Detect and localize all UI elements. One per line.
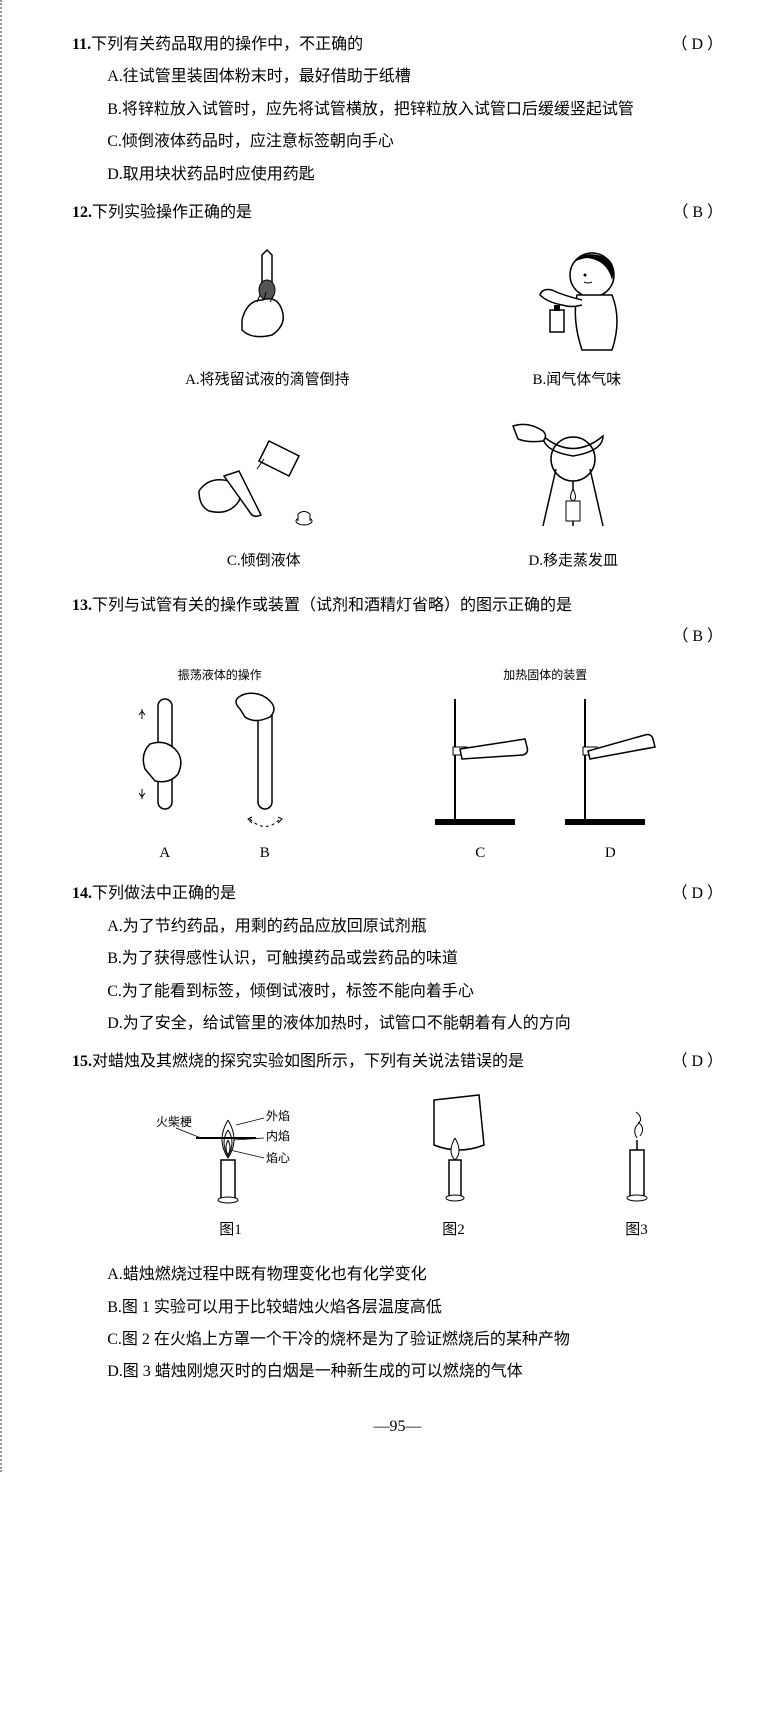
q13-fig-b: B <box>220 689 310 868</box>
q12-number: 12. <box>72 198 92 228</box>
q13-group-ab: 振荡液体的操作 A <box>130 664 310 867</box>
q12-fig-row-2: C.倾倒液体 D.移走蒸发皿 <box>72 411 723 576</box>
q12-fig-a: A.将残留试液的滴管倒持 <box>185 240 350 395</box>
q13-stem-row: 13. 下列与试管有关的操作或装置（试剂和酒精灯省略）的图示正确的是 <box>72 591 723 621</box>
q15-fig-2-svg <box>409 1090 499 1210</box>
q11-options: A.往试管里装固体粉末时，最好借助于纸槽 B.将锌粒放入试管时，应先将试管横放，… <box>72 62 723 190</box>
q12-fig-b-label: B.闻气体气味 <box>512 366 642 395</box>
q12-fig-b: B.闻气体气味 <box>512 240 642 395</box>
q15-answer: （ D ） <box>671 1047 723 1077</box>
q14-option-a: A.为了节约药品，用剩的药品应放回原试剂瓶 <box>107 912 723 942</box>
q13-fig-row: 振荡液体的操作 A <box>72 664 723 867</box>
q11-option-c: C.倾倒液体药品时，应注意标签朝向手心 <box>107 127 723 157</box>
q12-stem-text: 下列实验操作正确的是 <box>92 198 662 228</box>
q12-fig-c-svg <box>189 421 339 541</box>
q12-fig-d-svg <box>508 411 638 541</box>
q13-number: 13. <box>72 591 92 621</box>
q15-fig-2: 图2 <box>409 1090 499 1245</box>
q13-fig-c-label: C <box>425 839 535 868</box>
q13-label-ab: 振荡液体的操作 <box>130 664 310 687</box>
question-15: 15. 对蜡烛及其燃烧的探究实验如图所示，下列有关说法错误的是 （ D ） <box>72 1047 723 1387</box>
q11-option-b: B.将锌粒放入试管时，应先将试管横放，把锌粒放入试管口后缓缓竖起试管 <box>107 95 723 125</box>
q13-answer: （ B ） <box>672 622 723 652</box>
q12-fig-d-label: D.移走蒸发皿 <box>508 547 638 576</box>
q15-ann-match: 火柴梗 <box>156 1114 192 1129</box>
q15-fig-1-label: 图1 <box>156 1216 306 1245</box>
q15-option-b: B.图 1 实验可以用于比较蜡烛火焰各层温度高低 <box>107 1293 723 1323</box>
q12-fig-d: D.移走蒸发皿 <box>508 411 638 576</box>
q11-option-d: D.取用块状药品时应使用药匙 <box>107 160 723 190</box>
q15-options: A.蜡烛燃烧过程中既有物理变化也有化学变化 B.图 1 实验可以用于比较蜡烛火焰… <box>72 1260 723 1388</box>
q13-fig-a: A <box>130 689 200 868</box>
q12-fig-a-svg <box>185 240 350 360</box>
q15-fig-3-svg <box>602 1090 672 1210</box>
q13-stem-text: 下列与试管有关的操作或装置（试剂和酒精灯省略）的图示正确的是 <box>92 591 723 621</box>
question-13: 13. 下列与试管有关的操作或装置（试剂和酒精灯省略）的图示正确的是 （ B ）… <box>72 591 723 867</box>
q15-number: 15. <box>72 1047 92 1077</box>
q13-fig-a-label: A <box>130 839 200 868</box>
q15-fig-3: 图3 <box>602 1090 672 1245</box>
q14-number: 14. <box>72 879 92 909</box>
page-number: —95— <box>72 1412 723 1442</box>
q13-answer-row: （ B ） <box>72 622 723 652</box>
q11-stem-row: 11. 下列有关药品取用的操作中，不正确的 （ D ） <box>72 30 723 60</box>
q11-number: 11. <box>72 30 91 60</box>
q15-stem-text: 对蜡烛及其燃烧的探究实验如图所示，下列有关说法错误的是 <box>92 1047 661 1077</box>
q12-answer: （ B ） <box>672 198 723 228</box>
q15-fig-1: 火柴梗 外焰 内焰 焰心 图1 <box>156 1090 306 1245</box>
q15-ann-inner: 内焰 <box>266 1128 290 1143</box>
q15-ann-outer: 外焰 <box>266 1108 290 1123</box>
q15-ann-core: 焰心 <box>266 1150 290 1165</box>
q13-fig-d: D <box>555 689 665 868</box>
q12-fig-row-1: A.将残留试液的滴管倒持 B.闻气体气味 <box>72 240 723 395</box>
q13-fig-d-label: D <box>555 839 665 868</box>
q14-option-b: B.为了获得感性认识，可触摸药品或尝药品的味道 <box>107 944 723 974</box>
q14-option-c: C.为了能看到标签，倾倒试液时，标签不能向着手心 <box>107 977 723 1007</box>
q12-fig-b-svg <box>512 240 642 360</box>
q12-fig-c-label: C.倾倒液体 <box>189 547 339 576</box>
q11-answer: （ D ） <box>671 30 723 60</box>
q13-group-cd: 加热固体的装置 C <box>425 664 665 867</box>
q11-option-a: A.往试管里装固体粉末时，最好借助于纸槽 <box>107 62 723 92</box>
q15-option-c: C.图 2 在火焰上方罩一个干冷的烧杯是为了验证燃烧后的某种产物 <box>107 1325 723 1355</box>
q15-fig-row: 火柴梗 外焰 内焰 焰心 图1 <box>72 1090 723 1245</box>
q14-stem-text: 下列做法中正确的是 <box>92 879 661 909</box>
q13-label-cd: 加热固体的装置 <box>425 664 665 687</box>
q15-fig-2-label: 图2 <box>409 1216 499 1245</box>
question-14: 14. 下列做法中正确的是 （ D ） A.为了节约药品，用剩的药品应放回原试剂… <box>72 879 723 1039</box>
q15-fig-3-label: 图3 <box>602 1216 672 1245</box>
q12-stem-row: 12. 下列实验操作正确的是 （ B ） <box>72 198 723 228</box>
question-11: 11. 下列有关药品取用的操作中，不正确的 （ D ） A.往试管里装固体粉末时… <box>72 30 723 190</box>
q12-fig-a-label: A.将残留试液的滴管倒持 <box>185 366 350 395</box>
q15-option-d: D.图 3 蜡烛刚熄灭时的白烟是一种新生成的可以燃烧的气体 <box>107 1357 723 1387</box>
q15-option-a: A.蜡烛燃烧过程中既有物理变化也有化学变化 <box>107 1260 723 1290</box>
question-12: 12. 下列实验操作正确的是 （ B ） A.将残留试液的滴管倒持 <box>72 198 723 575</box>
q14-options: A.为了节约药品，用剩的药品应放回原试剂瓶 B.为了获得感性认识，可触摸药品或尝… <box>72 912 723 1040</box>
q15-stem-row: 15. 对蜡烛及其燃烧的探究实验如图所示，下列有关说法错误的是 （ D ） <box>72 1047 723 1077</box>
q13-fig-c: C <box>425 689 535 868</box>
q12-fig-c: C.倾倒液体 <box>189 421 339 576</box>
q15-fig-1-svg: 火柴梗 外焰 内焰 焰心 <box>156 1090 306 1210</box>
q13-fig-b-label: B <box>220 839 310 868</box>
q14-stem-row: 14. 下列做法中正确的是 （ D ） <box>72 879 723 909</box>
q14-option-d: D.为了安全，给试管里的液体加热时，试管口不能朝着有人的方向 <box>107 1009 723 1039</box>
q14-answer: （ D ） <box>671 879 723 909</box>
q11-stem-text: 下列有关药品取用的操作中，不正确的 <box>91 30 661 60</box>
